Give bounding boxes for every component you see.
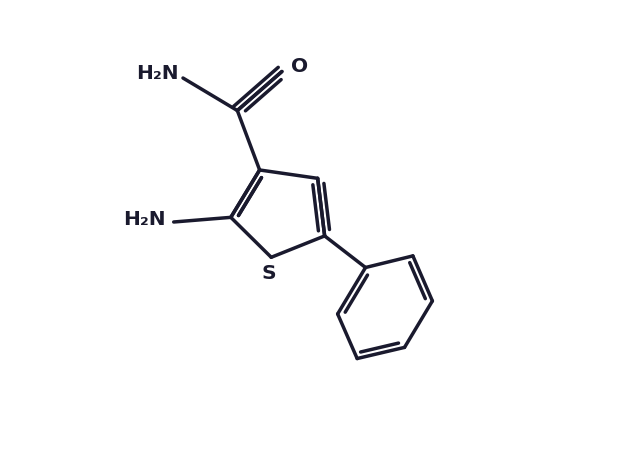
Text: O: O (291, 57, 308, 76)
Text: H₂N: H₂N (124, 210, 166, 229)
Text: S: S (262, 264, 276, 283)
Text: H₂N: H₂N (136, 64, 179, 83)
